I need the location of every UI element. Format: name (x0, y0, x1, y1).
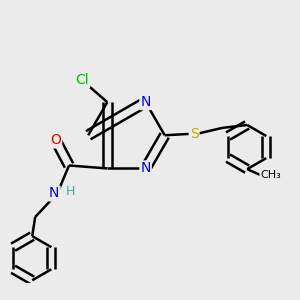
Text: N: N (140, 95, 151, 109)
Text: N: N (140, 161, 151, 176)
Text: N: N (49, 187, 59, 200)
Text: O: O (50, 134, 61, 148)
Text: H: H (66, 185, 75, 199)
Text: CH₃: CH₃ (260, 170, 281, 180)
Text: Cl: Cl (76, 73, 89, 87)
Text: S: S (190, 127, 199, 141)
